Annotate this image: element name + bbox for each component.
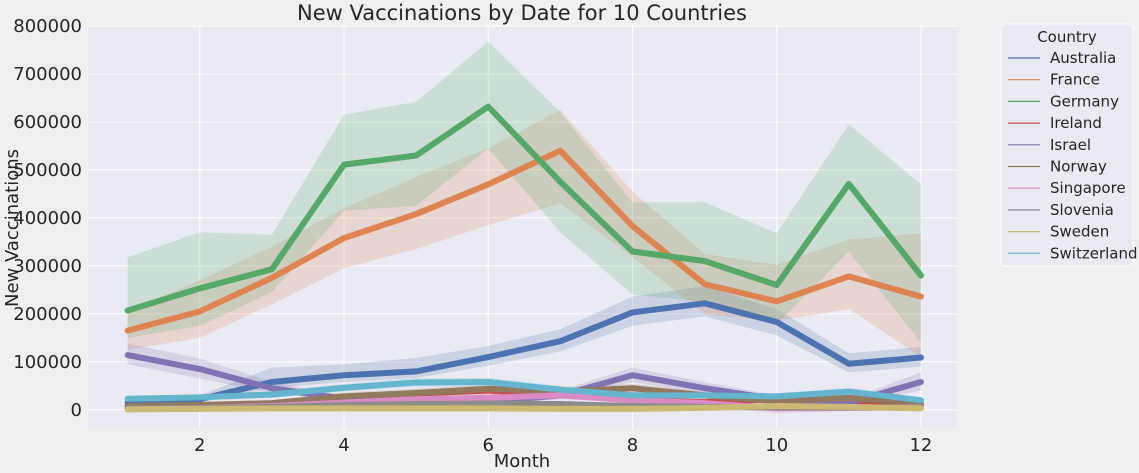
legend-label-australia: Australia [1050,49,1116,67]
chart-title: New Vaccinations by Date for 10 Countrie… [297,1,747,25]
x-tick-label: 4 [338,435,349,456]
y-tick-label: 500000 [13,160,82,181]
series-line-germany [124,103,924,314]
legend-label-singapore: Singapore [1050,179,1126,197]
series-line-sweden [124,402,924,413]
legend-label-slovenia: Slovenia [1050,201,1114,219]
y-tick-label: 300000 [13,256,82,277]
legend-label-germany: Germany [1050,92,1119,110]
series-line-france [124,147,924,334]
series-line-switzerland [124,378,924,404]
legend: Country Australia France Germany Ireland Isr… [1000,23,1138,267]
x-tick-label: 2 [194,435,205,456]
legend-label-norway: Norway [1050,158,1107,176]
y-tick-label: 100000 [13,352,82,373]
x-tick-labels: 2 4 6 8 10 12 [194,435,932,456]
legend-box [1000,23,1134,267]
x-tick-label: 8 [627,435,638,456]
y-tick-label: 600000 [13,112,82,133]
legend-label-israel: Israel [1050,136,1091,154]
grid-lines [88,25,957,429]
y-axis-label: New Vaccinations [2,149,23,307]
x-tick-label: 12 [909,435,932,456]
ci-band-france [127,109,921,358]
legend-title: Country [1037,28,1097,46]
series-lines [124,103,924,413]
x-axis-label: Month [494,451,550,472]
y-tick-label: 0 [71,400,82,421]
legend-label-ireland: Ireland [1050,114,1102,132]
legend-label-sweden: Sweden [1050,223,1109,241]
x-tick-label: 6 [483,435,494,456]
x-tick-label: 10 [765,435,788,456]
y-tick-label: 200000 [13,304,82,325]
legend-label-france: France [1050,71,1100,89]
y-tick-labels: 0 100000 200000 300000 400000 500000 600000 700… [13,16,82,421]
legend-label-switzerland: Switzerland [1050,244,1138,262]
y-tick-label: 800000 [13,16,82,37]
y-tick-label: 400000 [13,208,82,229]
y-tick-label: 700000 [13,64,82,85]
